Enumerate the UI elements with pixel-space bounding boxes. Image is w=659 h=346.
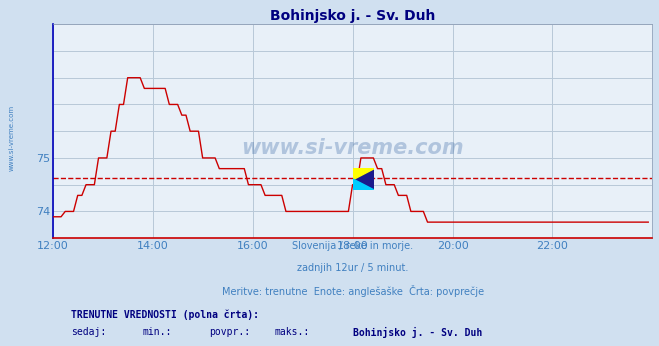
- Text: maks.:: maks.:: [275, 327, 310, 337]
- Text: sedaj:: sedaj:: [71, 327, 106, 337]
- Text: Bohinjsko j. - Sv. Duh: Bohinjsko j. - Sv. Duh: [353, 327, 482, 338]
- Polygon shape: [353, 179, 374, 190]
- Text: povpr.:: povpr.:: [209, 327, 250, 337]
- Polygon shape: [353, 167, 374, 179]
- Text: zadnjih 12ur / 5 minut.: zadnjih 12ur / 5 minut.: [297, 263, 409, 273]
- Text: TRENUTNE VREDNOSTI (polna črta):: TRENUTNE VREDNOSTI (polna črta):: [71, 309, 259, 320]
- Text: Meritve: trenutne  Enote: anglešaške  Črta: povprečje: Meritve: trenutne Enote: anglešaške Črta…: [221, 285, 484, 297]
- Text: www.si-vreme.com: www.si-vreme.com: [241, 138, 464, 158]
- Title: Bohinjsko j. - Sv. Duh: Bohinjsko j. - Sv. Duh: [270, 9, 435, 23]
- Text: www.si-vreme.com: www.si-vreme.com: [9, 105, 15, 172]
- Text: Slovenija / reke in morje.: Slovenija / reke in morje.: [292, 241, 413, 251]
- Text: min.:: min.:: [142, 327, 172, 337]
